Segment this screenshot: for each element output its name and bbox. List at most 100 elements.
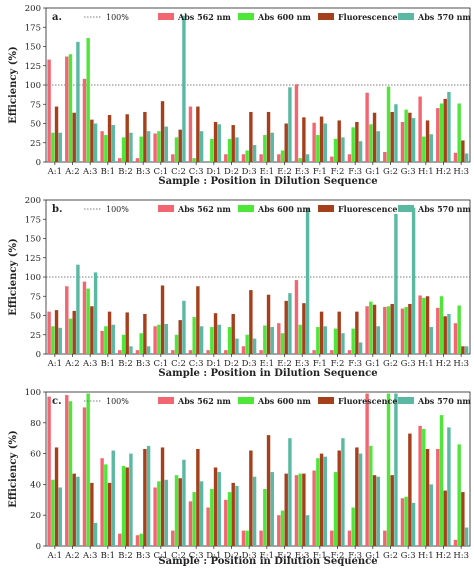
bar-abs-600-nm-A2	[68, 318, 73, 354]
bar-abs-570-nm-E1	[270, 327, 274, 354]
bar-abs-562-nm-G1	[365, 306, 369, 354]
bar-abs-562-nm-E2	[277, 515, 281, 546]
x-tick-label: A:3	[82, 359, 97, 369]
x-axis-label: Sample : Position in Dilution Sequence	[158, 556, 377, 567]
bar-abs-600-nm-F2	[333, 328, 338, 354]
y-tick-label: 125	[25, 62, 41, 72]
bar-abs-600-nm-A1	[51, 479, 55, 546]
legend-swatch-abs-570-nm	[398, 397, 414, 404]
bar-abs-570-nm-C3	[199, 131, 204, 162]
bar-abs-600-nm-D1	[210, 138, 214, 162]
legend-label-abs-600-nm: Abs 600 nm	[257, 396, 311, 406]
bar-abs-562-nm-G1	[365, 92, 369, 162]
bar-abs-600-nm-B3	[139, 136, 143, 162]
bar-abs-570-nm-H2	[447, 313, 451, 354]
bar-fluorescence-G2	[390, 111, 394, 162]
bar-fluorescence-A3	[90, 306, 94, 354]
x-tick-label: E:3	[295, 359, 309, 369]
bar-fluorescence-E1	[266, 111, 271, 162]
bar-abs-562-nm-C3	[188, 501, 193, 546]
y-tick-label: 100	[25, 81, 41, 91]
legend-swatch-abs-600-nm	[238, 205, 254, 212]
bar-fluorescence-E1	[266, 294, 271, 354]
x-tick-label: F:3	[348, 551, 362, 561]
bar-fluorescence-C3	[196, 106, 200, 162]
x-tick-label: D:3	[242, 359, 257, 369]
x-tick-label: E:3	[295, 551, 309, 561]
bar-fluorescence-G1	[372, 304, 377, 354]
legend-label-abs-562-nm: Abs 562 nm	[177, 204, 231, 214]
x-tick-label: F:3	[348, 359, 362, 369]
bar-abs-562-nm-H3	[453, 152, 458, 162]
x-tick-label: D:1	[206, 551, 221, 561]
x-tick-label: A:3	[82, 551, 97, 561]
legend-swatch-abs-562-nm	[158, 205, 174, 212]
bar-abs-600-nm-E1	[263, 489, 267, 546]
bar-abs-562-nm-E2	[277, 154, 281, 162]
bar-abs-562-nm-F3	[347, 530, 352, 546]
panel-label: b.	[52, 204, 62, 215]
y-tick-label: 50	[30, 120, 41, 130]
bar-abs-562-nm-B2	[118, 533, 122, 546]
x-tick-label: B:1	[101, 359, 116, 369]
legend-label-100: 100%	[106, 397, 129, 406]
legend-label-fluorescence: Fluorescence	[338, 396, 397, 406]
bar-fluorescence-A2	[72, 112, 76, 162]
bar-abs-600-nm-D3	[245, 530, 249, 546]
bar-abs-562-nm-H2	[436, 448, 440, 546]
bar-fluorescence-F2	[337, 311, 341, 354]
bar-abs-570-nm-E3	[305, 515, 310, 546]
bar-abs-600-nm-F1	[316, 327, 320, 354]
bar-abs-570-nm-C3	[199, 481, 204, 546]
bar-fluorescence-B2	[125, 467, 129, 546]
bar-fluorescence-D1	[213, 121, 218, 162]
bar-abs-600-nm-F3	[351, 328, 355, 354]
bar-abs-600-nm-B3	[139, 333, 143, 354]
bar-abs-562-nm-H1	[418, 295, 422, 354]
y-tick-label: 80	[30, 419, 41, 429]
bar-abs-570-nm-F2	[341, 137, 345, 162]
y-tick-label: 50	[30, 312, 41, 322]
legend-swatch-abs-570-nm	[398, 13, 414, 20]
bar-abs-570-nm-C2	[182, 300, 186, 354]
y-axis-label: Efficiency (%)	[8, 238, 19, 316]
x-tick-label: D:2	[224, 551, 239, 561]
bar-abs-570-nm-H3	[464, 153, 469, 162]
bar-abs-570-nm-C1	[164, 126, 168, 162]
bar-fluorescence-D2	[231, 313, 235, 354]
legend-swatch-fluorescence	[318, 13, 334, 20]
bar-abs-562-nm-C2	[171, 530, 175, 546]
bar-abs-600-nm-A2	[68, 401, 73, 546]
x-tick-label: A:1	[47, 551, 62, 561]
bar-fluorescence-H1	[425, 448, 430, 546]
x-tick-label: B:2	[118, 551, 133, 561]
bar-abs-600-nm-B2	[121, 137, 126, 162]
bar-abs-600-nm-E2	[280, 510, 285, 546]
x-tick-label: E:2	[277, 551, 291, 561]
bar-abs-570-nm-A2	[76, 476, 80, 546]
bar-abs-570-nm-D1	[217, 124, 221, 162]
bar-abs-600-nm-F2	[333, 138, 338, 162]
bar-fluorescence-A1	[54, 447, 59, 546]
bar-abs-562-nm-F2	[330, 530, 334, 546]
x-tick-label: D:3	[242, 167, 257, 177]
bar-abs-562-nm-F1	[312, 350, 316, 354]
bar-fluorescence-H3	[461, 346, 465, 354]
x-tick-label: F:1	[313, 359, 327, 369]
bar-abs-600-nm-A3	[86, 38, 90, 162]
x-tick-label: H:3	[453, 167, 469, 177]
x-tick-label: E:3	[295, 167, 309, 177]
bar-abs-562-nm-B1	[100, 330, 104, 354]
x-tick-label: H:2	[436, 167, 452, 177]
bar-abs-562-nm-E3	[294, 84, 299, 162]
x-tick-label: A:1	[47, 167, 62, 177]
bar-fluorescence-D3	[249, 290, 253, 354]
x-tick-label: H:3	[453, 551, 469, 561]
bar-abs-600-nm-H2	[439, 103, 444, 162]
bar-abs-570-nm-E2	[288, 293, 292, 354]
bar-abs-562-nm-H1	[418, 96, 422, 162]
bar-abs-562-nm-G3	[400, 308, 405, 354]
